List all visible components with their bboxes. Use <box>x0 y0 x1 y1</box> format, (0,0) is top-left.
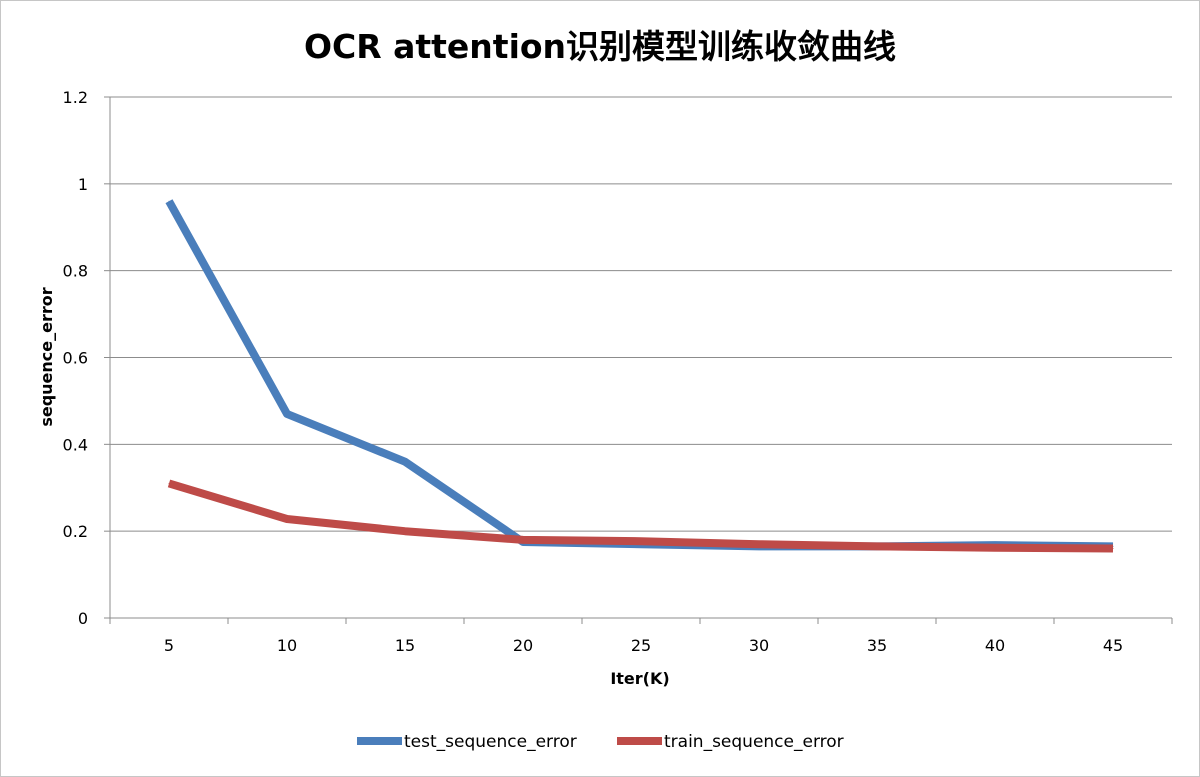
data-point-train_sequence_error <box>169 483 170 484</box>
data-point-train_sequence_error <box>641 541 642 542</box>
x-tick-label: 40 <box>985 636 1005 655</box>
x-tick-label: 25 <box>631 636 651 655</box>
grid <box>110 97 1172 531</box>
data-point-test_sequence_error <box>405 461 406 462</box>
data-point-test_sequence_error <box>287 413 288 414</box>
x-tick-label: 35 <box>867 636 887 655</box>
y-tick-label: 0.2 <box>63 522 88 541</box>
y-tick-label: 1 <box>78 175 88 194</box>
data-point-train_sequence_error <box>523 539 524 540</box>
y-tick-label: 0.6 <box>63 349 88 368</box>
y-tick-label: 0 <box>78 609 88 628</box>
legend-label-test_sequence_error: test_sequence_error <box>404 732 577 752</box>
chart-title: OCR attention识别模型训练收敛曲线 <box>304 27 896 66</box>
x-tick-label: 10 <box>277 636 297 655</box>
y-axis-label: sequence_error <box>37 287 56 426</box>
data-point-train_sequence_error <box>995 547 996 548</box>
legend: test_sequence_error train_sequence_error <box>357 732 844 752</box>
x-tick-label: 45 <box>1103 636 1123 655</box>
series-line-test_sequence_error <box>169 201 1113 546</box>
series <box>169 201 1114 549</box>
x-tick-label: 5 <box>164 636 174 655</box>
x-tick-label: 30 <box>749 636 769 655</box>
y-tick-label: 1.2 <box>63 88 88 107</box>
legend-label-train_sequence_error: train_sequence_error <box>664 732 844 752</box>
data-point-train_sequence_error <box>1113 548 1114 549</box>
data-point-train_sequence_error <box>759 544 760 545</box>
data-point-train_sequence_error <box>287 519 288 520</box>
data-point-test_sequence_error <box>169 201 170 202</box>
y-tick-label: 0.8 <box>63 262 88 281</box>
y-tick-label: 0.4 <box>63 435 88 454</box>
data-point-train_sequence_error <box>877 546 878 547</box>
x-tick-label: 15 <box>395 636 415 655</box>
x-tick-label: 20 <box>513 636 533 655</box>
data-point-train_sequence_error <box>405 531 406 532</box>
x-axis-label: Iter(K) <box>610 669 669 688</box>
series-line-train_sequence_error <box>169 483 1113 548</box>
axes: 0 0.2 0.4 0.6 0.8 1 1.2 5 10 15 20 25 30 35 40 45 <box>63 88 1172 655</box>
